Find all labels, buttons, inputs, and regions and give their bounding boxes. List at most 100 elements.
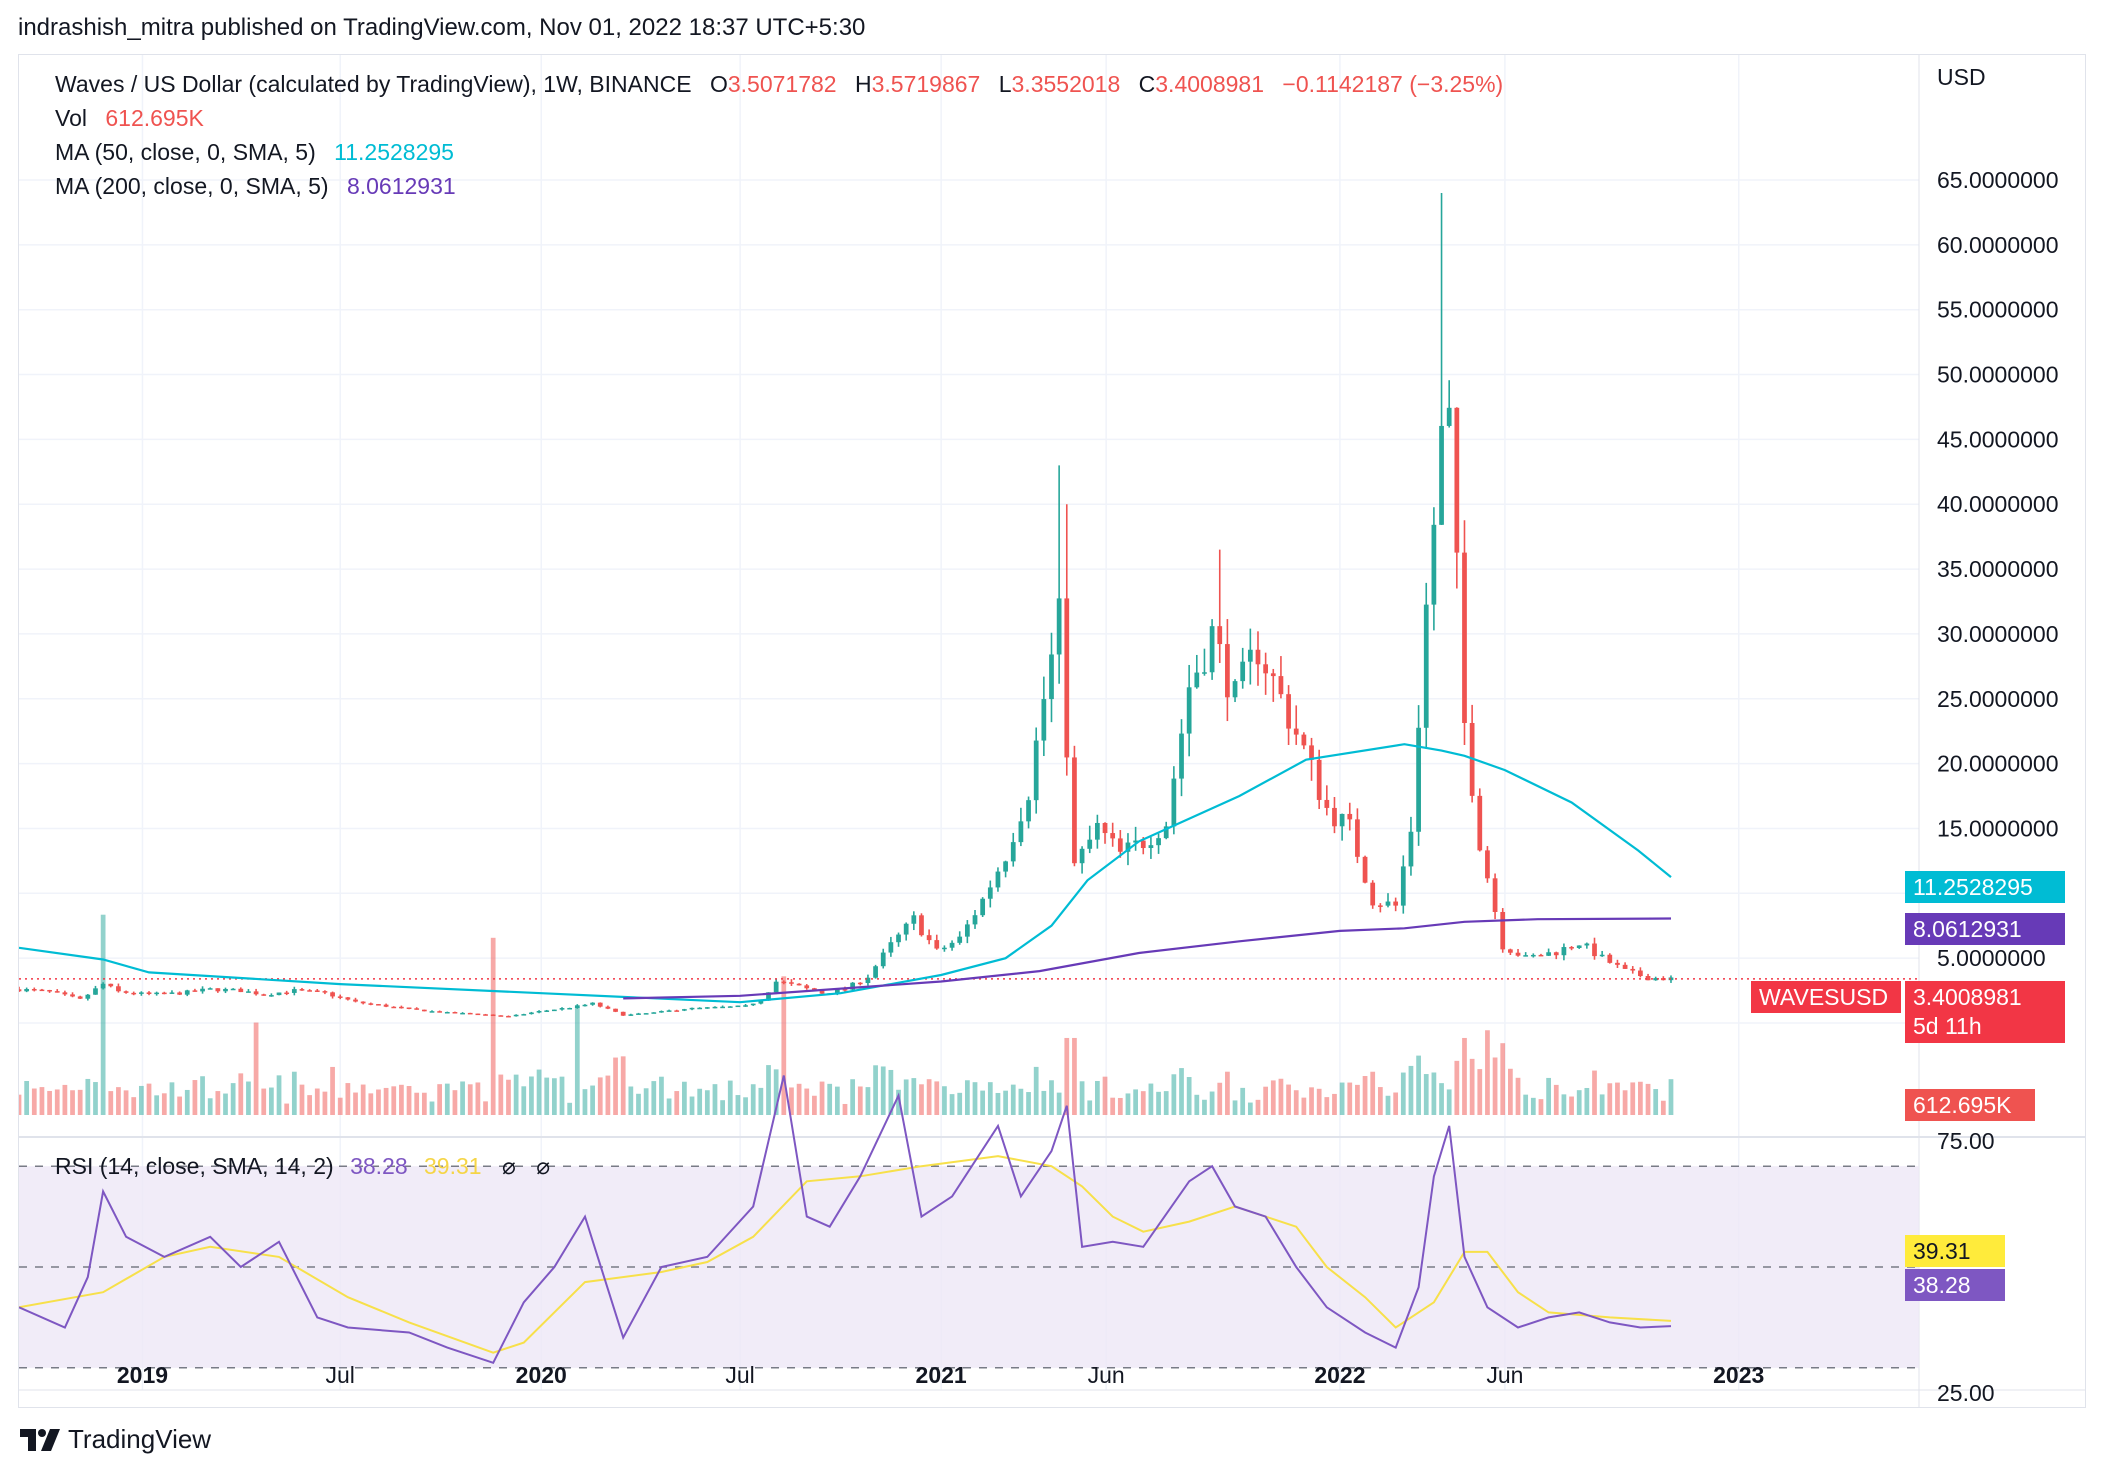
- candle-body: [1622, 964, 1628, 969]
- hide-icon[interactable]: ⌀: [536, 1153, 551, 1179]
- candle-body: [674, 1010, 680, 1012]
- candle-body: [207, 988, 213, 990]
- volume-bar: [743, 1097, 748, 1115]
- volume-bar: [1339, 1082, 1345, 1115]
- candle-body: [1026, 800, 1031, 822]
- candle-body: [1492, 878, 1498, 912]
- candle-body: [1416, 727, 1421, 832]
- tradingview-logo[interactable]: TradingView: [20, 1424, 211, 1455]
- low-value: 3.3552018: [1011, 71, 1121, 97]
- candle-body: [146, 992, 152, 995]
- symbol-legend[interactable]: Waves / US Dollar (calculated by Trading…: [55, 71, 1503, 98]
- rsi-tick-label: 75.00: [1937, 1128, 1995, 1154]
- candle-body: [743, 1005, 748, 1007]
- price-tick-label: 15.0000000: [1937, 815, 2059, 841]
- symbol-title: Waves / US Dollar (calculated by Trading…: [55, 71, 692, 97]
- last-price-value: 3.4008981: [1913, 984, 2022, 1010]
- candle-body: [1202, 672, 1207, 674]
- hide-icon[interactable]: ⌀: [501, 1153, 516, 1179]
- volume-bar: [1217, 1082, 1223, 1115]
- candle-body: [1393, 901, 1399, 906]
- candle-body: [1079, 848, 1085, 864]
- candle-body: [1576, 945, 1582, 948]
- volume-bar: [819, 1081, 825, 1115]
- time-tick-label: 2020: [516, 1362, 567, 1388]
- volume-bar: [1462, 1037, 1467, 1115]
- volume-bar: [1133, 1089, 1138, 1115]
- candle-body: [490, 1014, 496, 1017]
- volume-bar: [842, 1103, 848, 1115]
- candle-body: [452, 1012, 458, 1014]
- volume-bar: [857, 1086, 863, 1115]
- volume-bar: [582, 1089, 588, 1115]
- volume-bar: [330, 1066, 335, 1115]
- candle-body: [1041, 699, 1047, 741]
- bar-countdown: 5d 11h: [1913, 1013, 1982, 1039]
- volume-bar: [360, 1084, 366, 1115]
- candle-body: [131, 992, 137, 995]
- candle-body: [865, 977, 871, 984]
- volume-bar: [223, 1093, 228, 1115]
- candle-body: [536, 1011, 542, 1013]
- volume-bar: [1492, 1057, 1498, 1115]
- candle-body: [1316, 759, 1322, 800]
- candle-body: [24, 989, 30, 992]
- volume-bar: [766, 1065, 771, 1115]
- candle-body: [429, 1011, 435, 1013]
- volume-bar: [720, 1100, 725, 1115]
- low-label: L: [998, 71, 1012, 97]
- candle-body: [1270, 673, 1276, 677]
- candle-body: [1515, 952, 1521, 956]
- rsi-legend[interactable]: RSI (14, close, SMA, 14, 2) 38.28 39.31 …: [55, 1153, 550, 1180]
- rsi-line: [19, 1075, 1672, 1365]
- candle-body: [850, 982, 856, 990]
- candle-body: [1003, 861, 1008, 872]
- candle-body: [116, 986, 121, 992]
- volume-bar: [506, 1079, 511, 1115]
- candle-body: [54, 991, 60, 993]
- volume-bar: [391, 1086, 397, 1115]
- volume-bar: [949, 1094, 955, 1115]
- candle-body: [1010, 842, 1016, 862]
- candle-body: [582, 1004, 588, 1007]
- volume-bar: [253, 1022, 259, 1115]
- volume-legend[interactable]: Vol 612.695K: [55, 105, 204, 132]
- candle-body: [789, 982, 794, 984]
- volume-bar: [383, 1087, 389, 1115]
- volume-bar: [460, 1081, 465, 1115]
- volume-bar: [896, 1089, 901, 1115]
- rsi-label: RSI (14, close, SMA, 14, 2): [55, 1153, 334, 1179]
- volume-bar: [1102, 1076, 1108, 1115]
- volume-bar: [1446, 1089, 1452, 1115]
- volume-bar: [246, 1081, 251, 1115]
- candle-body: [1347, 813, 1353, 820]
- ma50-legend[interactable]: MA (50, close, 0, SMA, 5) 11.2528295: [55, 139, 454, 166]
- volume-bar: [911, 1078, 917, 1115]
- candle-body: [659, 1011, 664, 1013]
- candle-body: [238, 988, 244, 993]
- volume-bar: [1179, 1068, 1184, 1115]
- candle-body: [911, 915, 917, 924]
- volume-bar: [1148, 1083, 1154, 1115]
- volume-bar: [666, 1098, 672, 1115]
- candle-body: [544, 1010, 550, 1012]
- volume-bar: [1622, 1090, 1628, 1115]
- volume-bar: [337, 1097, 343, 1115]
- candle-body: [1538, 954, 1544, 957]
- candle-body: [200, 988, 205, 992]
- volume-bar: [980, 1090, 986, 1115]
- price-tick-label: 30.0000000: [1937, 621, 2059, 647]
- rsi-band-layer: [19, 1165, 1919, 1369]
- candle-body: [1064, 598, 1070, 758]
- ma200-price-tag: 8.0612931: [1905, 913, 2065, 945]
- chart-canvas[interactable]: USD0.00000005.000000010.000000015.000000…: [19, 55, 2085, 1407]
- rsi-tick-label: 25.00: [1937, 1380, 1995, 1406]
- candle-body: [161, 992, 167, 995]
- candle-body: [636, 1013, 641, 1015]
- volume-bar: [399, 1084, 404, 1115]
- publisher-header: indrashish_mitra published on TradingVie…: [18, 14, 866, 41]
- ma50-line: [19, 743, 1672, 1004]
- ma200-line: [623, 917, 1672, 1000]
- candle-body: [1186, 687, 1192, 734]
- ma200-legend[interactable]: MA (200, close, 0, SMA, 5) 8.0612931: [55, 173, 456, 200]
